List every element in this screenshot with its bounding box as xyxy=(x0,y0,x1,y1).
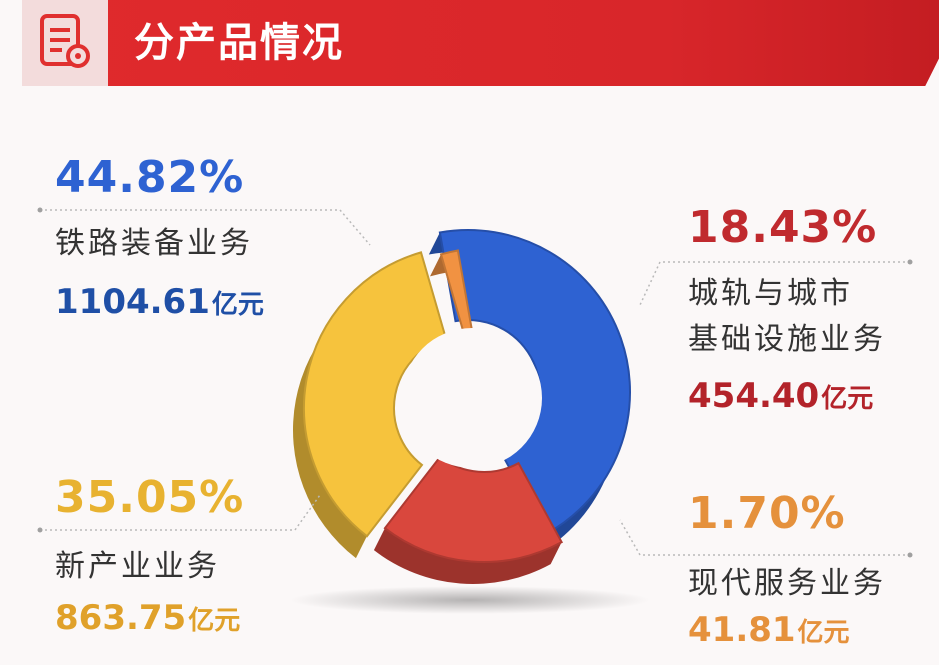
urban-percent: 18.43% xyxy=(688,202,878,253)
document-gear-icon xyxy=(40,14,90,68)
new-amount-value: 863.75 xyxy=(55,598,187,638)
service-name: 现代服务业务 xyxy=(688,566,886,601)
slice-new xyxy=(303,251,448,538)
urban-amount: 454.40亿元 xyxy=(688,376,873,416)
leader-dot-rail xyxy=(37,207,43,213)
urban-name-line2: 基础设施业务 xyxy=(688,322,886,357)
title-icon-box xyxy=(22,0,108,86)
title-banner xyxy=(22,0,939,86)
service-amount-unit: 亿元 xyxy=(797,618,850,648)
new-name: 新产业业务 xyxy=(55,549,220,584)
rail-name: 铁路装备业务 xyxy=(55,226,253,261)
leader-lines xyxy=(37,207,913,558)
urban-amount-unit: 亿元 xyxy=(821,384,874,414)
rail-percent: 44.82% xyxy=(55,152,245,203)
donut-slices xyxy=(292,229,631,584)
rail-amount-value: 1104.61 xyxy=(55,282,210,322)
new-percent: 35.05% xyxy=(55,472,245,523)
new-amount: 863.75亿元 xyxy=(55,598,240,638)
leader-line-rail xyxy=(40,209,371,246)
urban-amount-value: 454.40 xyxy=(688,376,820,416)
slice-rail xyxy=(438,229,631,536)
leader-dot-urban xyxy=(907,259,913,265)
service-amount-value: 41.81 xyxy=(688,610,796,650)
new-amount-unit: 亿元 xyxy=(188,606,241,636)
chart-shadow xyxy=(290,586,650,614)
leader-line-urban xyxy=(639,261,910,306)
page-title: 分产品情况 xyxy=(134,20,344,66)
slice-side-urban xyxy=(373,528,562,584)
urban-name-line1: 城轨与城市 xyxy=(688,276,853,311)
leader-dot-service xyxy=(907,552,913,558)
leader-dot-new xyxy=(37,527,43,533)
service-percent: 1.70% xyxy=(688,488,846,539)
donut-hole xyxy=(402,328,542,468)
leader-line-new xyxy=(40,494,321,531)
slice-urban xyxy=(383,455,564,563)
rail-amount-unit: 亿元 xyxy=(211,290,264,320)
service-amount: 41.81亿元 xyxy=(688,610,850,650)
leader-line-service xyxy=(619,519,910,556)
rail-amount: 1104.61亿元 xyxy=(55,282,264,322)
